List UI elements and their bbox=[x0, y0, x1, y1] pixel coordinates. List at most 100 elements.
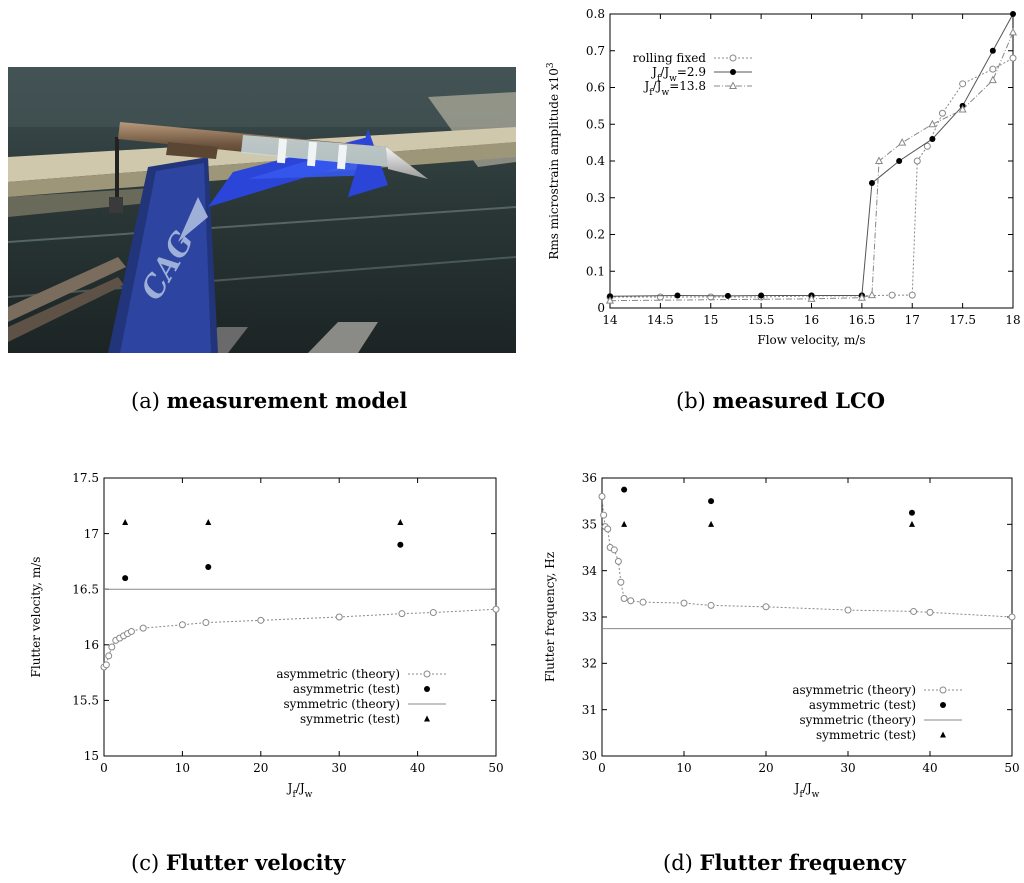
data-point bbox=[1010, 11, 1016, 17]
y-tick-label: 35 bbox=[582, 518, 597, 532]
wind-tunnel-model-image: CAG bbox=[8, 67, 516, 353]
y-tick-label: 0.2 bbox=[586, 228, 605, 242]
data-point bbox=[896, 158, 903, 164]
data-point bbox=[857, 293, 866, 301]
data-point bbox=[707, 293, 715, 301]
y-axis-label: Flutter velocity, m/s bbox=[29, 557, 43, 678]
data-point bbox=[988, 75, 997, 84]
data-point bbox=[762, 603, 770, 611]
legend-marker bbox=[729, 54, 737, 62]
data-point bbox=[926, 608, 934, 616]
caption-d: (d) Flutter frequency bbox=[663, 850, 906, 875]
data-point bbox=[1009, 54, 1017, 62]
legend: asymmetric (theory)asymmetric (test)symm… bbox=[276, 667, 446, 726]
data-point bbox=[868, 180, 875, 187]
data-point bbox=[680, 599, 688, 607]
x-tick-label: 16.5 bbox=[849, 313, 876, 327]
y-tick-label: 33 bbox=[582, 610, 597, 624]
series-3 bbox=[621, 520, 915, 527]
data-point bbox=[335, 613, 343, 621]
y-tick-label: 34 bbox=[582, 564, 598, 578]
data-point bbox=[908, 509, 915, 516]
y-tick-label: 30 bbox=[582, 749, 597, 763]
data-point bbox=[598, 493, 606, 501]
y-tick-label: 0 bbox=[597, 301, 605, 315]
data-point bbox=[910, 607, 918, 615]
data-point bbox=[989, 47, 996, 54]
data-point bbox=[604, 525, 612, 533]
legend-label: asymmetric (theory) bbox=[792, 683, 916, 697]
legend-label: asymmetric (theory) bbox=[276, 667, 400, 681]
chart-measured-lco: 14 14.5 15 15.5 16 16.5 17 17.5 18 0 0.1 0.2 0.3 0.4 0… bbox=[546, 7, 1021, 347]
data-point bbox=[492, 605, 500, 613]
y-axis-label: Rms microstrain amplitude x103 bbox=[546, 62, 561, 260]
data-point bbox=[108, 643, 116, 651]
data-point bbox=[621, 486, 628, 493]
x-axis-label: Jf/Jw bbox=[793, 781, 820, 800]
data-point bbox=[621, 520, 628, 527]
series-3 bbox=[122, 518, 404, 525]
legend-label: asymmetric (test) bbox=[293, 682, 400, 696]
data-point bbox=[708, 520, 715, 527]
data-point bbox=[397, 518, 404, 525]
data-point bbox=[429, 609, 437, 617]
data-point bbox=[724, 292, 731, 299]
data-point bbox=[989, 65, 997, 73]
data-point bbox=[708, 498, 715, 505]
data-point bbox=[844, 606, 852, 614]
data-point bbox=[127, 627, 135, 635]
x-tick-label: 17 bbox=[905, 313, 920, 327]
data-point bbox=[122, 575, 129, 582]
data-point bbox=[1008, 613, 1016, 621]
data-point bbox=[202, 619, 210, 627]
data-point bbox=[898, 138, 907, 146]
legend-label: rolling fixed bbox=[633, 51, 707, 65]
chart-flutter-frequency: 0 10 20 30 40 50 30 31 32 33 34 35 36 Jf/Jw Flutter fr… bbox=[543, 471, 1020, 800]
data-point bbox=[139, 624, 147, 632]
x-tick-label: 10 bbox=[676, 761, 691, 775]
x-tick-label: 50 bbox=[488, 761, 503, 775]
x-tick-label: 40 bbox=[922, 761, 937, 775]
data-point bbox=[639, 598, 647, 606]
x-axis-label: Flow velocity, m/s bbox=[757, 333, 865, 347]
data-point bbox=[928, 119, 937, 128]
data-point bbox=[257, 616, 265, 624]
data-point bbox=[605, 296, 615, 304]
y-tick-label: 15.5 bbox=[72, 694, 99, 708]
data-point bbox=[874, 156, 884, 164]
legend-label: symmetric (theory) bbox=[284, 697, 400, 711]
data-point bbox=[923, 142, 931, 150]
legend-marker bbox=[730, 69, 736, 75]
x-tick-label: 20 bbox=[758, 761, 773, 775]
series-0 bbox=[598, 493, 1016, 621]
data-point bbox=[929, 135, 936, 142]
y-tick-label: 17 bbox=[84, 527, 99, 541]
data-point bbox=[807, 294, 816, 302]
y-tick-label: 0.8 bbox=[586, 7, 605, 21]
data-point bbox=[758, 292, 765, 299]
chart-flutter-velocity: 0 10 20 30 40 50 15 15.5 16 16.5 17 17.5 Jf/Jw Flutte… bbox=[29, 471, 504, 800]
series-line bbox=[609, 13, 1014, 297]
y-tick-label: 0.7 bbox=[586, 44, 605, 58]
x-tick-label: 0 bbox=[598, 761, 606, 775]
legend-label: Jf/Jw=2.9 bbox=[650, 65, 706, 84]
x-tick-label: 10 bbox=[175, 761, 190, 775]
data-point bbox=[867, 290, 876, 299]
data-point bbox=[913, 157, 921, 165]
data-point bbox=[959, 80, 967, 88]
y-tick-label: 32 bbox=[582, 657, 597, 671]
x-tick-label: 18 bbox=[1005, 313, 1020, 327]
x-tick-label: 15 bbox=[703, 313, 718, 327]
legend-marker bbox=[940, 702, 946, 708]
legend-label: symmetric (test) bbox=[300, 712, 400, 726]
data-point bbox=[707, 601, 715, 609]
legend-label: symmetric (theory) bbox=[800, 713, 916, 727]
data-point bbox=[178, 621, 186, 629]
series-line bbox=[610, 57, 1014, 298]
y-tick-label: 17.5 bbox=[72, 471, 99, 485]
data-point bbox=[958, 104, 967, 113]
x-tick-label: 20 bbox=[253, 761, 268, 775]
data-point bbox=[908, 520, 915, 527]
x-tick-label: 17.5 bbox=[949, 313, 976, 327]
plot-frame bbox=[103, 477, 497, 757]
